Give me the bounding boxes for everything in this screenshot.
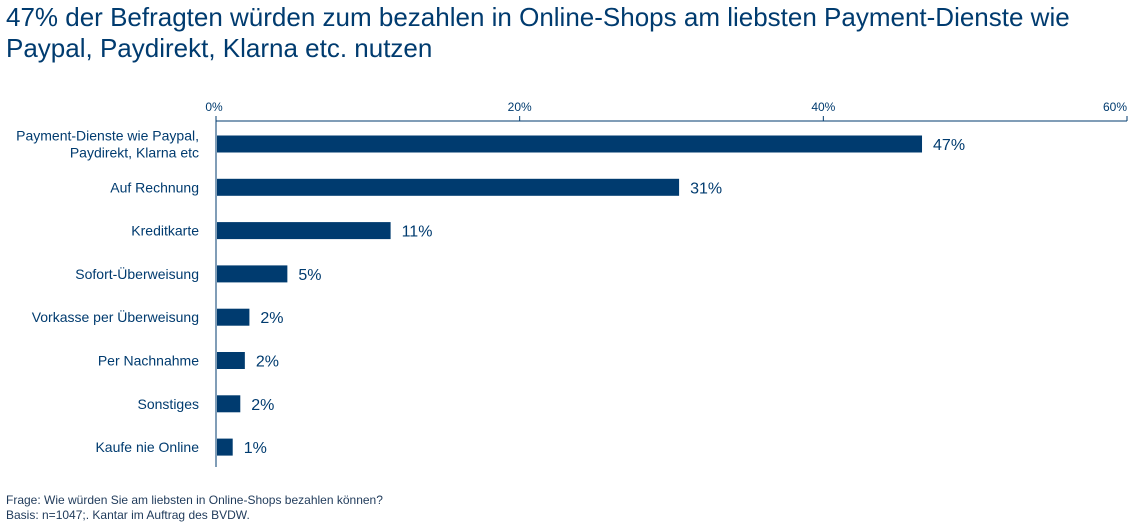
- category-label-line: Sonstiges: [138, 396, 199, 412]
- bar-value-label: 47%: [933, 137, 965, 154]
- category-label-line: Auf Rechnung: [110, 179, 199, 195]
- footnote: Frage: Wie würden Sie am liebsten in Onl…: [6, 493, 383, 523]
- footnote-question: Frage: Wie würden Sie am liebsten in Onl…: [6, 493, 383, 507]
- category-label: Kaufe nie Online: [95, 439, 199, 455]
- x-tick-label: 60%: [1103, 100, 1127, 114]
- x-tick-label: 20%: [508, 100, 532, 114]
- chart-title: 47% der Befragten würden zum bezahlen in…: [6, 2, 1070, 63]
- bar: [217, 178, 680, 196]
- category-label: Payment-Dienste wie Paypal, Paydirekt, Kl…: [16, 128, 199, 161]
- category-label-line: Paydirekt, Klarna etc: [70, 145, 199, 161]
- bar: [217, 265, 288, 283]
- category-label: Sofort-Überweisung: [75, 265, 199, 282]
- bar: [217, 438, 233, 456]
- bar: [217, 308, 250, 326]
- bar-value-label: 2%: [256, 354, 279, 371]
- category-label: Kreditkarte: [131, 223, 199, 239]
- footnote-basis: Basis: n=1047;. Kantar im Auftrag des BV…: [6, 508, 250, 522]
- bar: [217, 135, 923, 153]
- category-label-line: Sofort-Überweisung: [75, 265, 199, 282]
- category-label-line: Vorkasse per Überweisung: [32, 308, 199, 325]
- bar: [217, 395, 241, 413]
- bar-value-label: 2%: [251, 397, 274, 414]
- bar-value-label: 5%: [298, 267, 321, 284]
- bar-value-label: 1%: [244, 440, 267, 457]
- category-label-line: Kreditkarte: [131, 223, 199, 239]
- x-tick-label: 40%: [811, 100, 835, 114]
- bar-value-label: 31%: [690, 180, 722, 197]
- category-label-line: Per Nachnahme: [98, 353, 199, 369]
- bar-value-label: 11%: [402, 224, 433, 241]
- category-label-line: Payment-Dienste wie Paypal,: [16, 128, 199, 144]
- category-label: Vorkasse per Überweisung: [32, 308, 199, 325]
- bar: [217, 222, 391, 240]
- x-tick-label: 0%: [205, 100, 223, 114]
- bar: [217, 352, 245, 369]
- bar-value-label: 2%: [260, 310, 283, 327]
- category-label: Sonstiges: [138, 396, 199, 412]
- category-label-line: Kaufe nie Online: [95, 439, 199, 455]
- category-label: Auf Rechnung: [110, 179, 199, 195]
- category-label: Per Nachnahme: [98, 353, 199, 369]
